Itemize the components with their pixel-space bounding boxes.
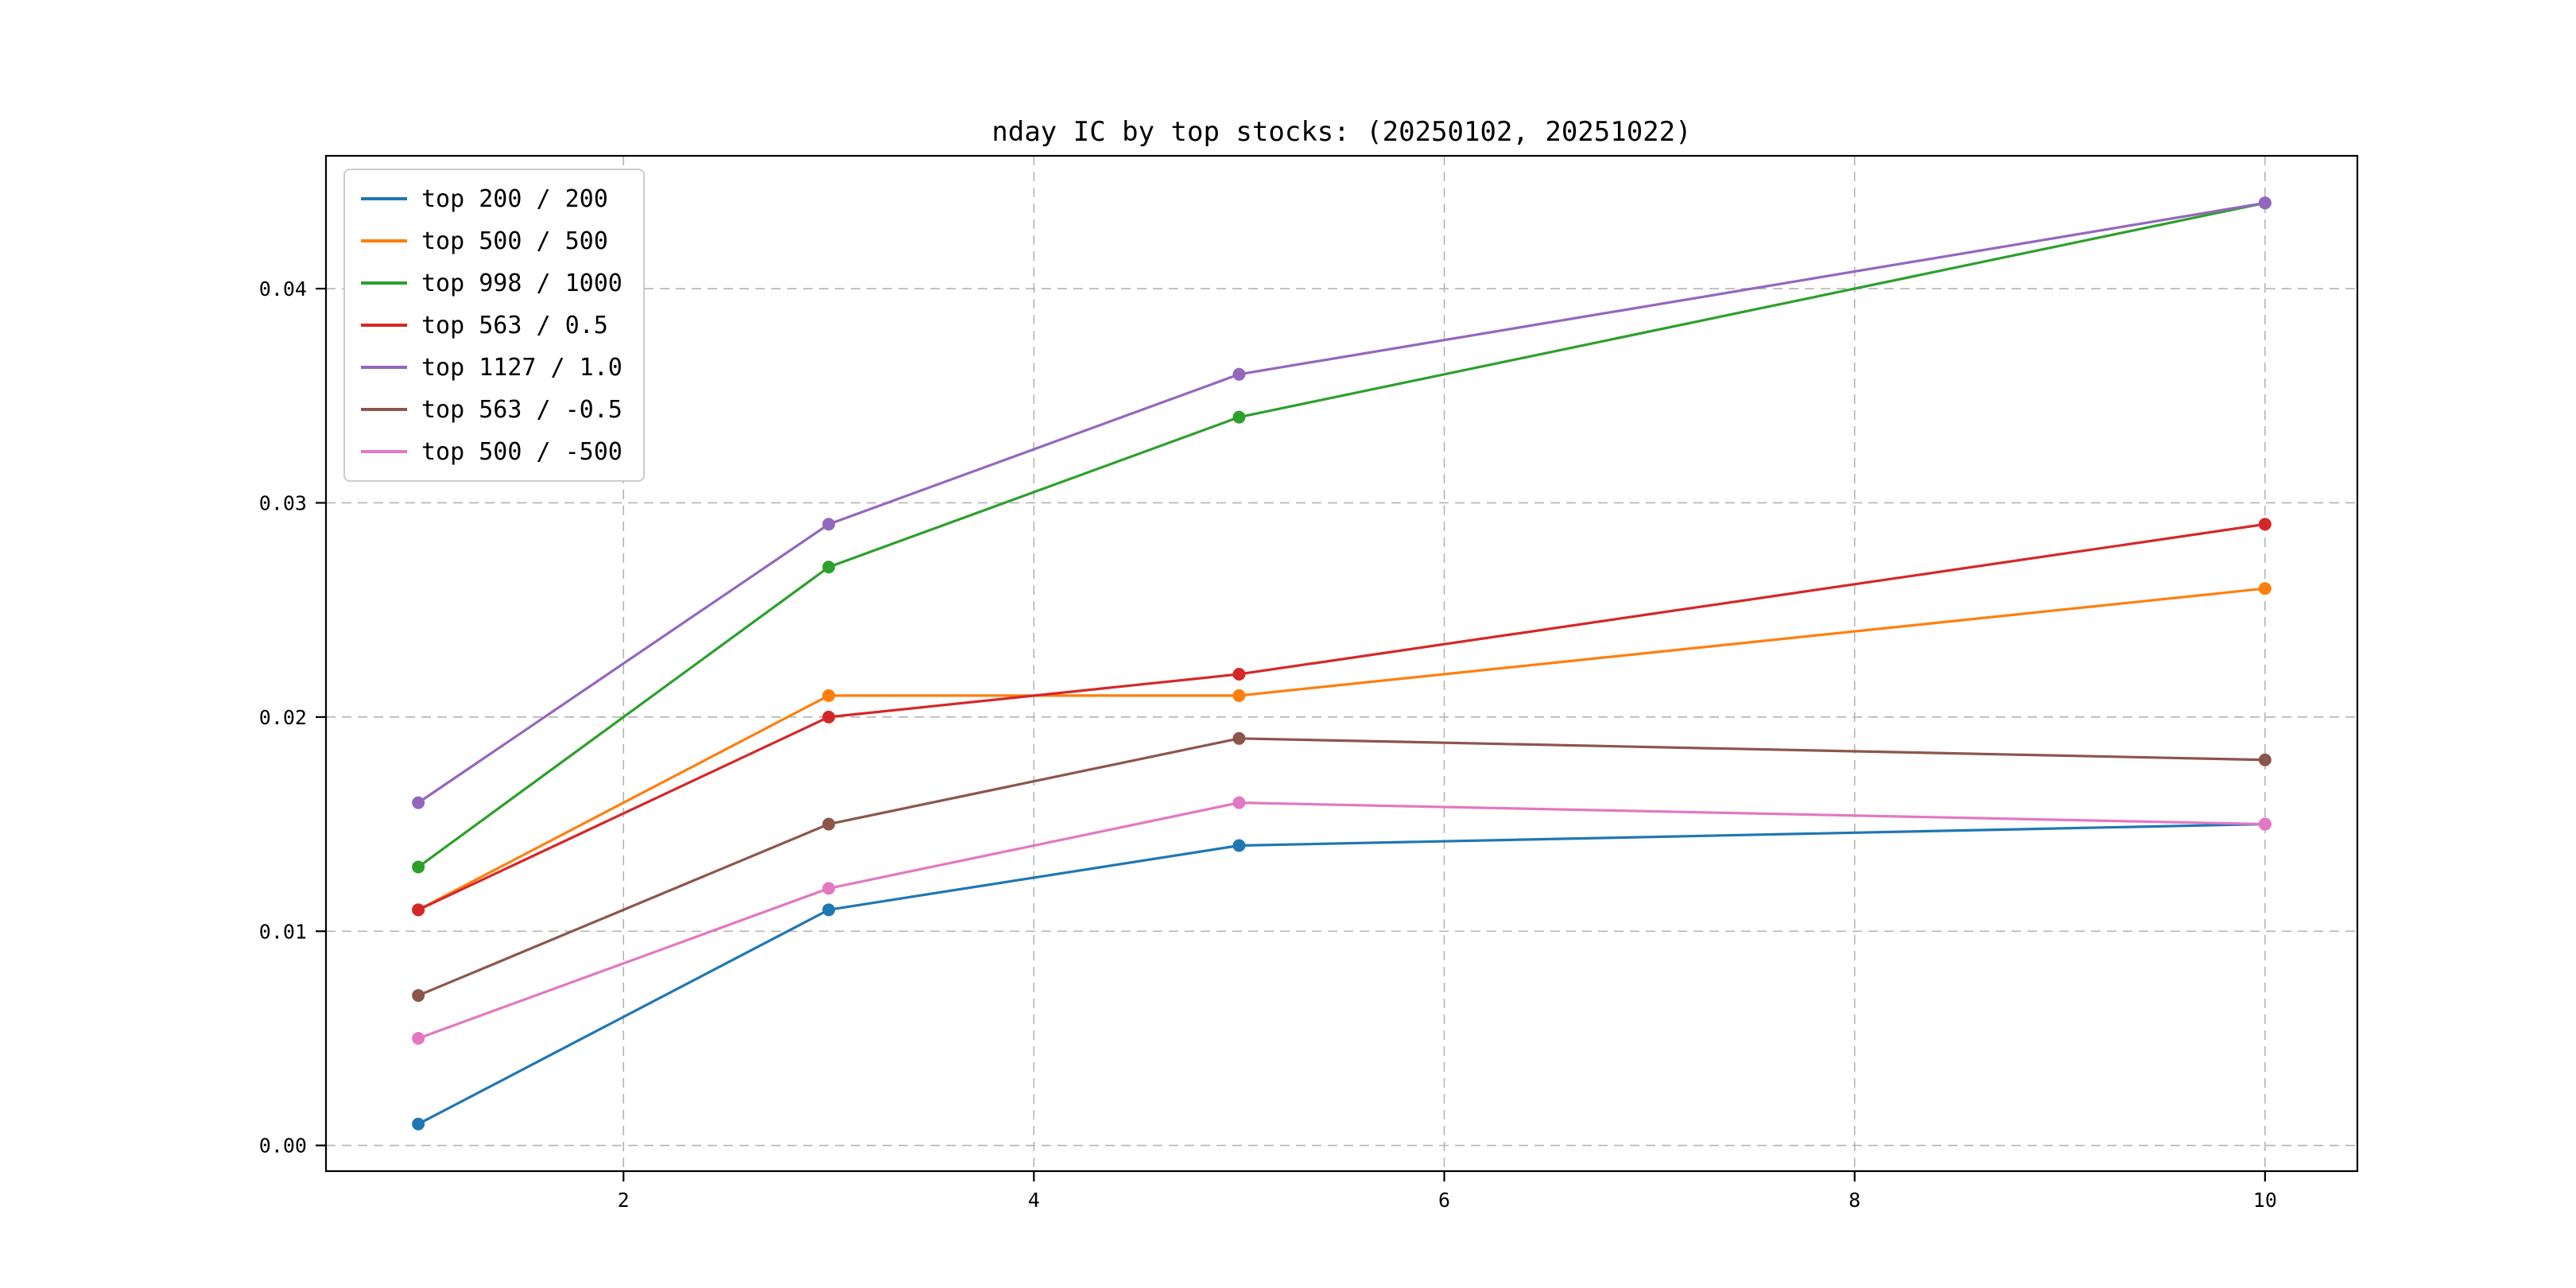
data-point: [1232, 667, 1246, 681]
legend: top 200 / 200 top 500 / 500 top 998 / 10…: [343, 169, 645, 482]
legend-item: top 500 / -500: [361, 436, 623, 467]
series-line: [417, 737, 2267, 997]
y-tick-label: 0.01: [259, 920, 307, 943]
legend-line-swatch: [361, 281, 407, 285]
legend-label: top 500 / 500: [421, 227, 608, 255]
legend-item: top 500 / 500: [361, 225, 623, 257]
data-point: [2258, 196, 2271, 210]
axes-frame: [324, 154, 2359, 1173]
legend-line-swatch: [361, 324, 407, 327]
data-point: [1232, 367, 1246, 381]
legend-line-swatch: [361, 239, 407, 242]
y-tick-label: 0.02: [259, 706, 307, 729]
legend-item: top 998 / 1000: [361, 267, 623, 299]
x-tick-label: 8: [1849, 1189, 1860, 1212]
data-point: [822, 689, 836, 702]
data-point: [412, 796, 425, 809]
legend-item: top 200 / 200: [361, 183, 623, 215]
data-point: [412, 860, 425, 874]
data-point: [412, 903, 425, 917]
legend-item: top 563 / 0.5: [361, 309, 623, 341]
legend-label: top 998 / 1000: [421, 269, 623, 297]
series-line: [417, 522, 2267, 911]
data-point: [2258, 518, 2271, 531]
legend-label: top 1127 / 1.0: [421, 353, 623, 382]
x-tick-label: 2: [618, 1189, 630, 1212]
data-point: [412, 989, 425, 1003]
legend-line-swatch: [361, 450, 407, 453]
series-line: [417, 822, 2267, 1126]
data-point: [2258, 817, 2271, 831]
data-point: [822, 710, 836, 724]
data-point: [412, 1031, 425, 1045]
x-tick-label: 4: [1028, 1189, 1040, 1212]
data-point: [822, 518, 836, 531]
series-line: [417, 801, 2267, 1040]
data-point: [1232, 410, 1246, 424]
data-point: [1232, 839, 1246, 852]
legend-line-swatch: [361, 366, 407, 369]
legend-label: top 500 / -500: [421, 437, 623, 466]
series-line: [417, 201, 2267, 869]
y-tick-label: 0.04: [259, 277, 307, 301]
data-point: [2258, 753, 2271, 766]
data-point: [822, 882, 836, 895]
data-point: [1232, 689, 1246, 702]
x-tick-label: 10: [2253, 1189, 2277, 1212]
legend-line-swatch: [361, 197, 407, 200]
data-point: [2258, 582, 2271, 596]
data-point: [822, 817, 836, 831]
y-tick-label: 0.03: [259, 491, 307, 514]
series-line: [417, 201, 2267, 805]
legend-line-swatch: [361, 408, 407, 411]
legend-label: top 563 / 0.5: [421, 311, 608, 339]
legend-label: top 563 / -0.5: [421, 395, 623, 424]
legend-label: top 200 / 200: [421, 184, 608, 213]
legend-item: top 563 / -0.5: [361, 394, 623, 425]
x-tick-label: 6: [1438, 1189, 1450, 1212]
chart-title: nday IC by top stocks: (20250102, 202510…: [991, 116, 1692, 148]
legend-item: top 1127 / 1.0: [361, 351, 623, 383]
data-point: [822, 561, 836, 574]
data-point: [822, 903, 836, 917]
series-line: [417, 587, 2267, 911]
data-point: [412, 1117, 425, 1131]
data-point: [1232, 796, 1246, 809]
data-point: [1232, 731, 1246, 745]
y-tick-label: 0.00: [259, 1135, 307, 1158]
